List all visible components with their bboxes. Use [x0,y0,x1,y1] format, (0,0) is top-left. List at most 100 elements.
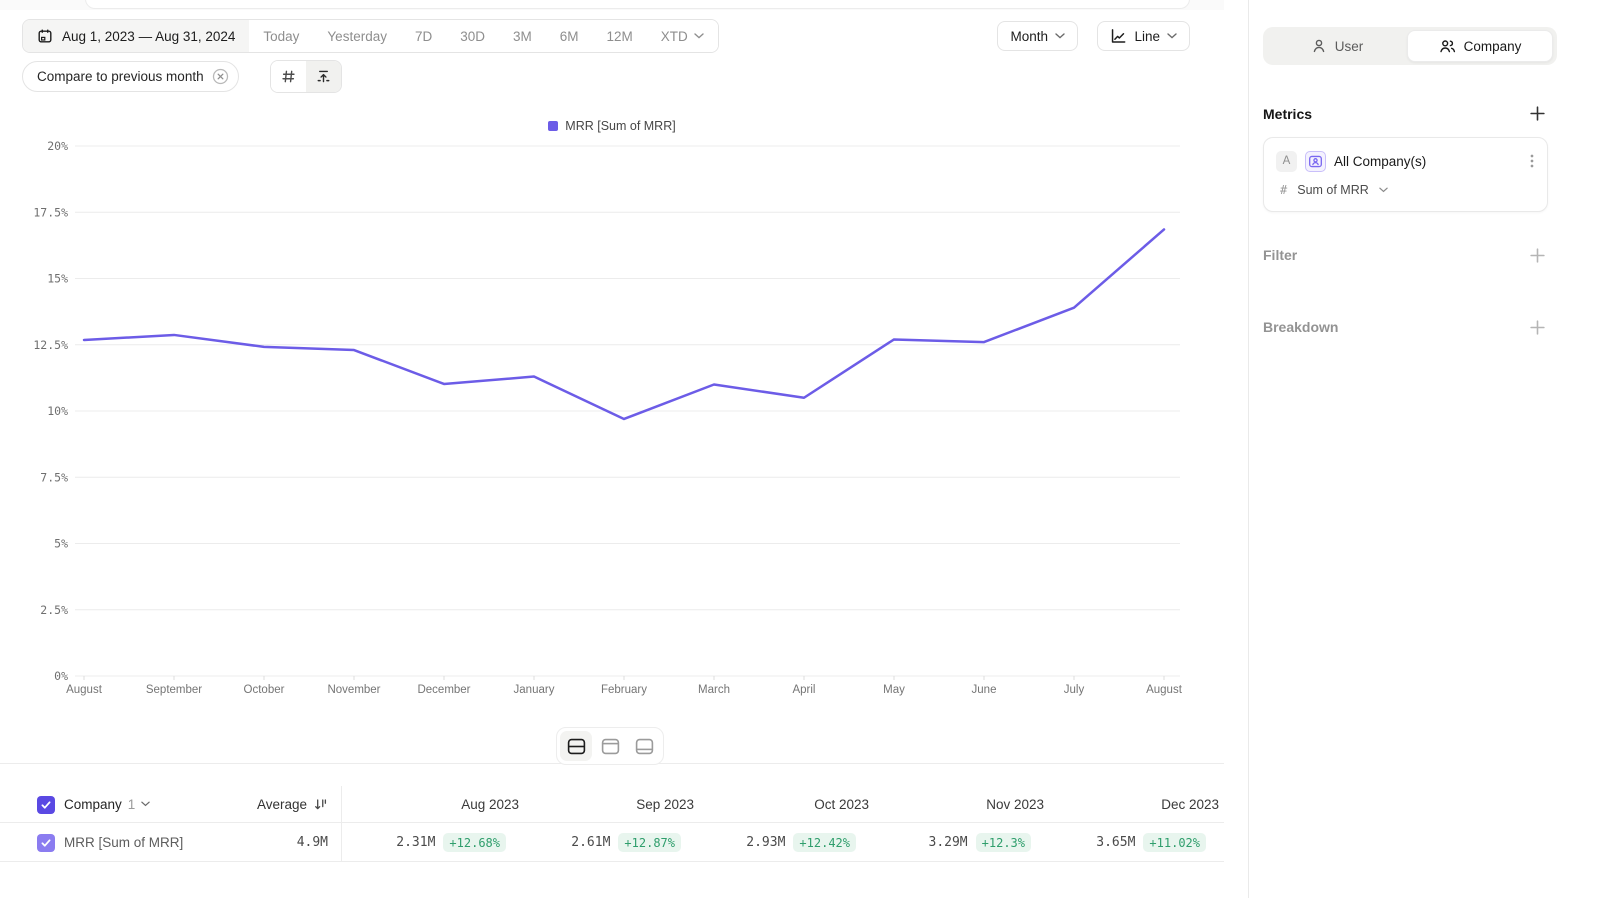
svg-text:August: August [1146,684,1183,696]
svg-text:December: December [417,684,470,696]
delta-badge: +12.87% [618,833,681,852]
metric-cell: 2.31M +12.68% [344,824,519,861]
metric-cell: 2.93M +12.42% [694,824,869,861]
average-value: 4.9M [296,835,328,850]
range-yesterday-button[interactable]: Yesterday [313,20,401,52]
delta-badge: +12.3% [975,833,1031,852]
layout-bottom-icon[interactable] [628,731,660,761]
chevron-down-icon [141,801,151,807]
calendar-icon [37,28,53,44]
metric-series-badge: A [1276,150,1297,172]
toggle-company[interactable]: Company [1407,30,1553,62]
table-header: Company 1 Average Aug 2023 Sep 2023 Oct 20… [0,786,1224,823]
compare-chip[interactable]: Compare to previous month [22,61,239,92]
metric-card[interactable]: A All Company(s) # Sum of MRR [1263,137,1548,212]
chevron-down-icon [1167,33,1177,39]
chart-type-label: Line [1134,28,1160,44]
entity-label: Company [64,796,122,812]
add-filter-button[interactable] [1528,246,1546,264]
date-range-button[interactable]: Aug 1, 2023 — Aug 31, 2024 [23,20,250,52]
chart-legend: MRR [Sum of MRR] [0,119,1224,133]
compare-chip-label: Compare to previous month [37,69,204,84]
range-3m-button[interactable]: 3M [499,20,546,52]
svg-text:15%: 15% [47,272,68,286]
user-icon [1311,38,1327,54]
svg-text:0%: 0% [54,669,68,683]
average-header: Average [256,796,307,812]
entity-dropdown[interactable]: Company 1 [64,786,151,822]
grid-icon[interactable] [271,61,306,92]
svg-text:October: October [244,684,285,696]
date-range-label: Aug 1, 2023 — Aug 31, 2024 [62,28,236,44]
month-column-header: Nov 2023 [986,796,1044,812]
mrr-line-chart[interactable]: 0% 2.5% 5% 7.5% 10% 12.5% 15% 17.5% 20% August Sep… [0,140,1224,705]
chevron-down-icon [1055,33,1065,39]
entity-count: 1 [127,796,136,812]
month-column-header: Oct 2023 [814,796,869,812]
sort-icon[interactable] [313,797,328,812]
cell-value: 3.29M [928,835,968,850]
range-12m-button[interactable]: 12M [592,20,647,52]
check-icon [40,837,52,849]
add-breakdown-button[interactable] [1528,318,1546,336]
granularity-dropdown[interactable]: Month [997,21,1078,51]
range-today-button[interactable]: Today [249,20,314,52]
range-xtd-button[interactable]: XTD [646,20,718,52]
metric-name: All Company(s) [1334,153,1427,169]
svg-text:September: September [146,684,202,696]
chevron-down-icon [694,33,704,39]
svg-text:June: June [972,684,997,696]
metric-row-checkbox[interactable] [37,834,55,852]
granularity-label: Month [1010,28,1048,44]
chart-builder-main: Aug 1, 2023 — Aug 31, 2024 Today Yesterda… [0,0,1224,862]
aggregation-label: Sum of MRR [1297,183,1369,197]
check-icon [40,799,52,811]
company-icon [1439,38,1456,55]
month-column-header: Aug 2023 [461,796,519,812]
layout-top-icon[interactable] [594,731,626,761]
metric-row-label: MRR [Sum of MRR] [64,835,184,850]
svg-text:November: November [327,684,380,696]
cell-value: 2.61M [571,835,611,850]
collapsed-panel-edge [85,0,1190,9]
arrow-up-from-line-icon[interactable] [306,61,341,92]
layout-split-icon[interactable] [560,731,592,761]
svg-text:February: February [601,684,647,696]
delta-badge: +11.02% [1143,833,1206,852]
month-column-header: Dec 2023 [1161,796,1219,812]
range-7d-button[interactable]: 7D [400,20,447,52]
svg-text:May: May [883,684,905,696]
breakdown-title: Breakdown [1263,319,1339,335]
filter-title: Filter [1263,247,1298,263]
chart-type-dropdown[interactable]: Line [1097,21,1190,51]
person-card-icon [1305,150,1326,172]
metric-cell: 2.61M +12.87% [519,824,694,861]
hash-icon: # [1280,183,1288,197]
select-all-checkbox[interactable] [37,796,55,814]
range-30d-button[interactable]: 30D [446,20,499,52]
cell-value: 2.93M [746,835,786,850]
cell-value: 3.65M [1096,835,1136,850]
svg-text:10%: 10% [47,404,68,418]
toggle-user-label: User [1334,38,1364,54]
svg-text:March: March [698,684,730,696]
add-metric-button[interactable] [1528,104,1546,122]
toggle-user[interactable]: User [1263,27,1411,65]
xtd-label: XTD [660,28,688,44]
svg-text:5%: 5% [54,537,68,551]
chevron-down-icon [1379,187,1388,193]
aggregation-dropdown[interactable]: # Sum of MRR [1280,183,1388,197]
month-column-header: Sep 2023 [636,796,694,812]
kebab-menu-icon[interactable] [1525,153,1539,169]
svg-text:17.5%: 17.5% [33,205,68,219]
close-circle-icon[interactable] [212,68,229,85]
svg-text:August: August [66,684,103,696]
legend-label: MRR [Sum of MRR] [565,119,676,133]
legend-swatch [548,121,559,131]
toggle-company-label: Company [1463,38,1522,54]
svg-text:20%: 20% [47,140,68,153]
entity-type-toggle: User Company [1263,27,1557,65]
value-display-toggle [270,60,342,93]
range-6m-button[interactable]: 6M [545,20,593,52]
svg-text:July: July [1064,684,1085,696]
